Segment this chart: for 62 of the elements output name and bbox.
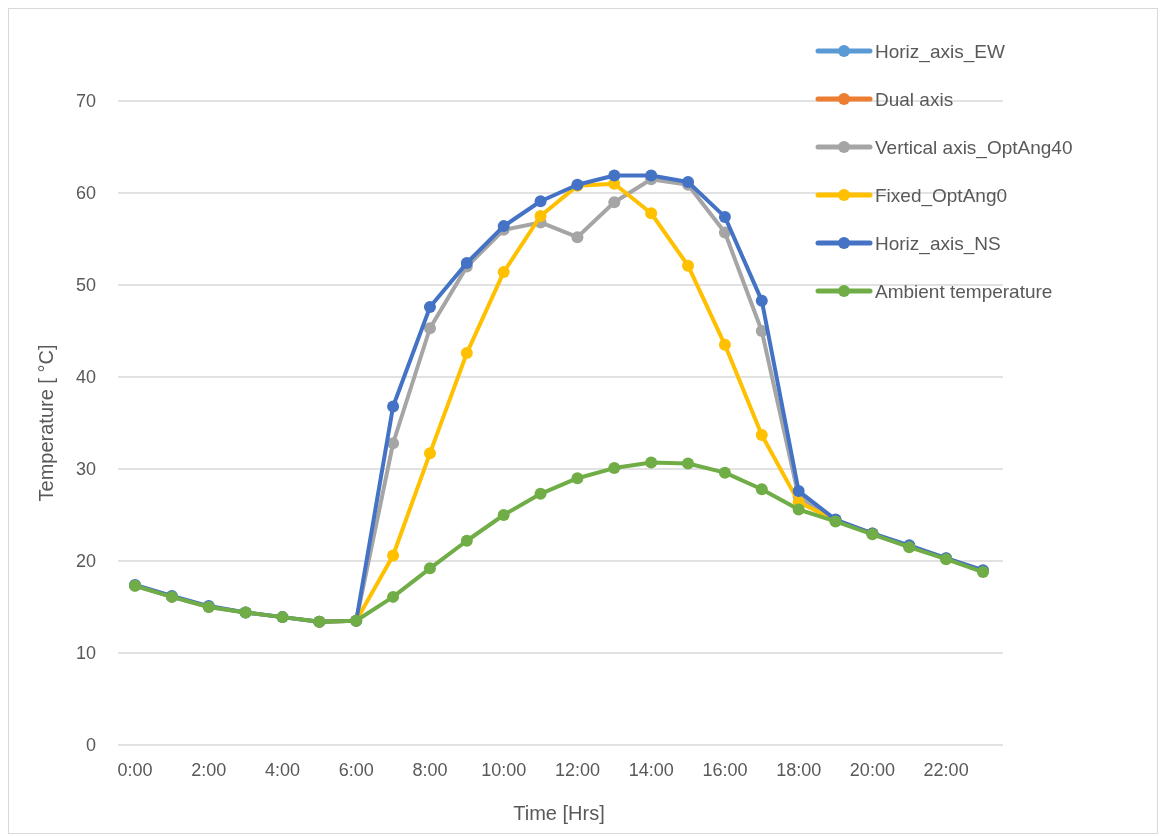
x-tick-label: 16:00 [702, 760, 748, 780]
legend-label: Vertical axis_OptAng40 [875, 136, 1073, 159]
point [534, 195, 547, 208]
point [423, 447, 436, 460]
x-axis-title: Time [Hrs] [513, 802, 605, 824]
x-tick-label: 12:00 [554, 760, 600, 780]
point [497, 509, 510, 521]
x-tick-label: 6:00 [338, 760, 374, 780]
point [534, 487, 547, 500]
legend-label: Dual axis [875, 88, 954, 110]
point [645, 207, 658, 220]
point [792, 485, 805, 498]
y-tick-label: 50 [75, 275, 96, 296]
point [460, 534, 473, 547]
point [608, 196, 621, 209]
point [792, 503, 805, 516]
x-tick-label: 20:00 [849, 760, 895, 780]
legend-label: Fixed_OptAng0 [875, 184, 1008, 207]
legend-label: Horiz_axis_NS [875, 232, 1001, 255]
point [387, 590, 400, 603]
y-tick-label: 10 [75, 643, 96, 664]
y-tick-label: 40 [75, 367, 96, 388]
point [460, 256, 473, 269]
point [423, 562, 436, 575]
point [755, 294, 768, 307]
point [423, 301, 436, 314]
point [682, 259, 695, 272]
y-tick-label: 30 [75, 459, 96, 480]
point [608, 462, 621, 475]
point [497, 266, 510, 279]
x-tick-label: 22:00 [923, 760, 969, 780]
y-tick-label: 20 [75, 551, 96, 572]
x-tick-label: 14:00 [628, 760, 674, 780]
point [387, 437, 400, 450]
point [571, 231, 584, 244]
x-tick-label: 0:00 [117, 760, 153, 780]
point [718, 338, 731, 351]
legend-label: Horiz_axis_EW [875, 40, 1005, 63]
point [460, 347, 473, 360]
legend-label: Ambient temperature [875, 280, 1053, 302]
point [755, 483, 768, 496]
point [718, 210, 731, 223]
point [645, 456, 658, 469]
point [755, 428, 768, 441]
point [571, 472, 584, 485]
point [608, 169, 621, 182]
x-tick-label: 18:00 [776, 760, 822, 780]
point [423, 322, 436, 335]
point [534, 210, 547, 222]
x-tick-label: 8:00 [412, 760, 448, 780]
x-tick-label: 2:00 [191, 760, 227, 780]
y-axis-title: Temperature [ °C] [35, 344, 57, 502]
point [645, 169, 658, 182]
point [387, 549, 400, 562]
x-tick-label: 4:00 [264, 760, 300, 780]
point [682, 457, 695, 470]
point [718, 466, 731, 479]
point [387, 400, 400, 413]
y-tick-label: 70 [75, 91, 96, 112]
y-tick-label: 60 [75, 183, 96, 204]
y-tick-label: 0 [85, 735, 96, 756]
x-tick-label: 10:00 [481, 760, 527, 780]
